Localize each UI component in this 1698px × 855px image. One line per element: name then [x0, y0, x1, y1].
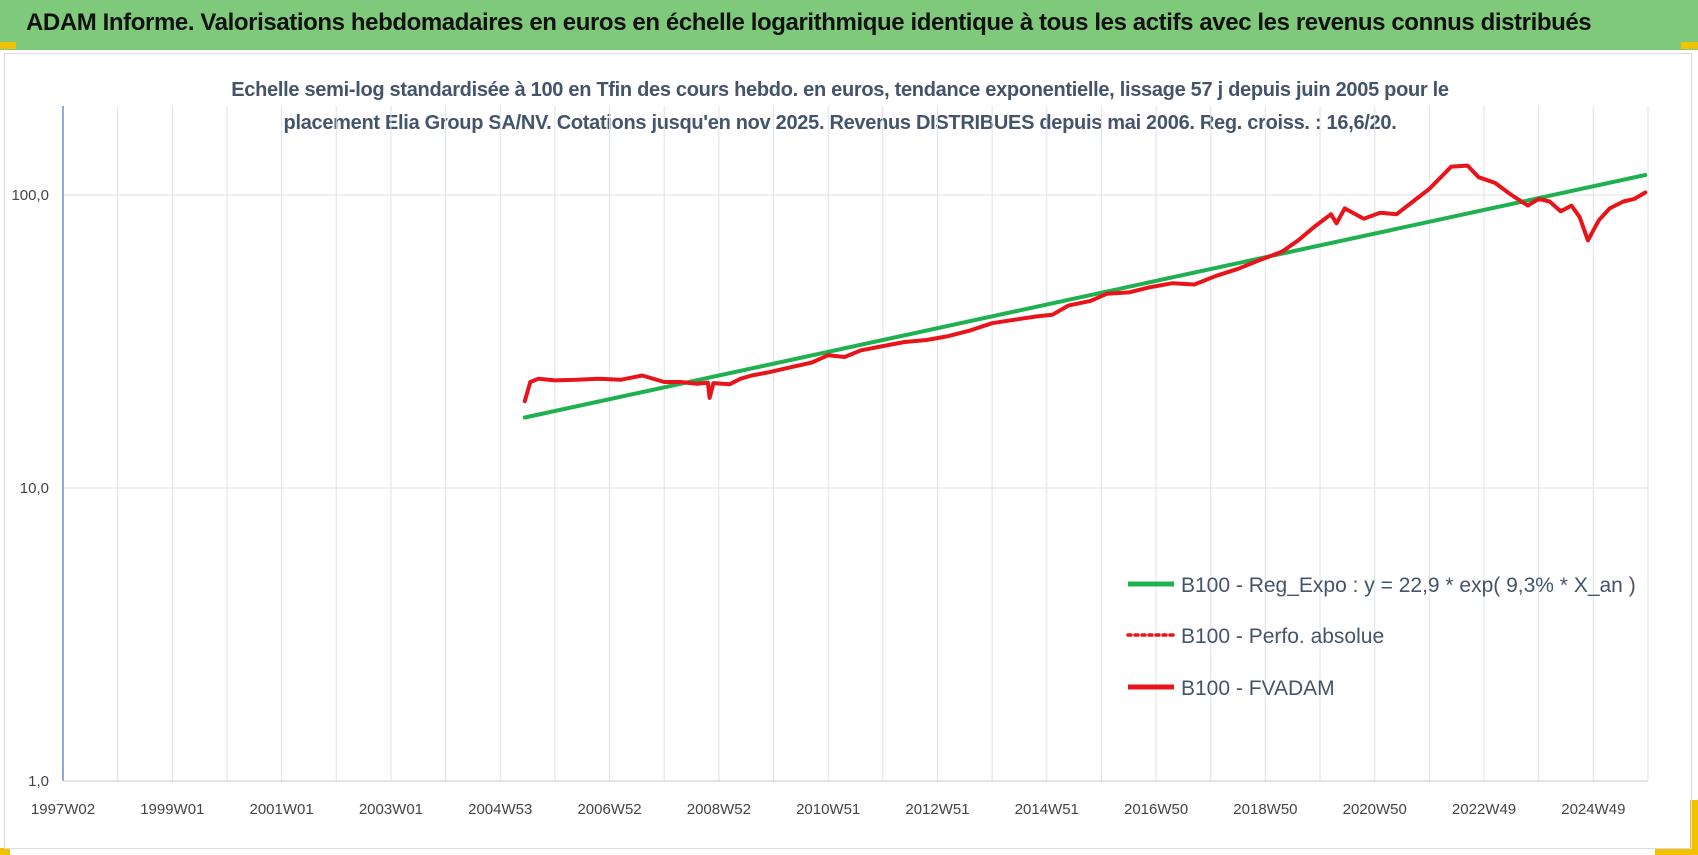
x-tick-label: 1997W02: [31, 801, 95, 818]
x-tick-label: 2010W51: [796, 801, 860, 818]
series-line-0: [522, 173, 1648, 420]
chart-subtitle-line-2: placement Elia Group SA/NV. Cotations ju…: [283, 112, 1397, 134]
x-tick-label: 2003W01: [359, 801, 423, 818]
x-tick-label: 2014W51: [1015, 801, 1079, 818]
x-tick-label: 2001W01: [250, 801, 314, 818]
x-tick-label: 2022W49: [1452, 801, 1516, 818]
x-tick-label: 2004W53: [468, 801, 532, 818]
x-tick-label: 2012W51: [905, 801, 969, 818]
label-layer: 1,0 10,0 100,0 1997W02 1999W01 2001W01 2003W01…: [11, 187, 1625, 818]
x-tick-label: 1999W01: [140, 801, 204, 818]
grid-layer: [62, 106, 1649, 782]
axis-layer: [62, 106, 1648, 782]
x-tick-label: 2006W52: [577, 801, 641, 818]
chart-subtitle-line-1: Echelle semi-log standardisée à 100 en T…: [231, 79, 1449, 101]
y-tick-label: 10,0: [20, 480, 49, 497]
corner-mark-bottom-right-h: [1655, 848, 1698, 855]
legend-label: B100 - FVADAM: [1181, 677, 1335, 700]
chart-subtitle: Echelle semi-log standardisée à 100 en T…: [100, 74, 1580, 140]
series-layer: [522, 163, 1648, 420]
x-tick-label: 2008W52: [687, 801, 751, 818]
series-line-2: [522, 163, 1648, 404]
header-banner: [0, 0, 1698, 50]
corner-mark-bottom-left: [0, 848, 10, 855]
legend-label: B100 - Perfo. absolue: [1181, 625, 1384, 648]
x-tick-label: 2024W49: [1561, 801, 1625, 818]
x-tick-label: 2020W50: [1343, 801, 1407, 818]
chart-frame: [4, 53, 1692, 849]
report-title: ADAM Informe. Valorisations hebdomadaire…: [26, 9, 1592, 36]
corner-mark-top-left: [0, 42, 16, 49]
x-tick-label: 2018W50: [1233, 801, 1297, 818]
y-tick-label: 1,0: [28, 773, 49, 790]
y-tick-label: 100,0: [11, 187, 49, 204]
legend: B100 - Reg_Expo : y = 22,9 * exp( 9,3% *…: [1126, 574, 1636, 700]
corner-mark-bottom-right-v: [1690, 800, 1698, 855]
legend-label: B100 - Reg_Expo : y = 22,9 * exp( 9,3% *…: [1181, 574, 1636, 597]
corner-mark-top-right: [1681, 42, 1698, 49]
x-tick-label: 2016W50: [1124, 801, 1188, 818]
